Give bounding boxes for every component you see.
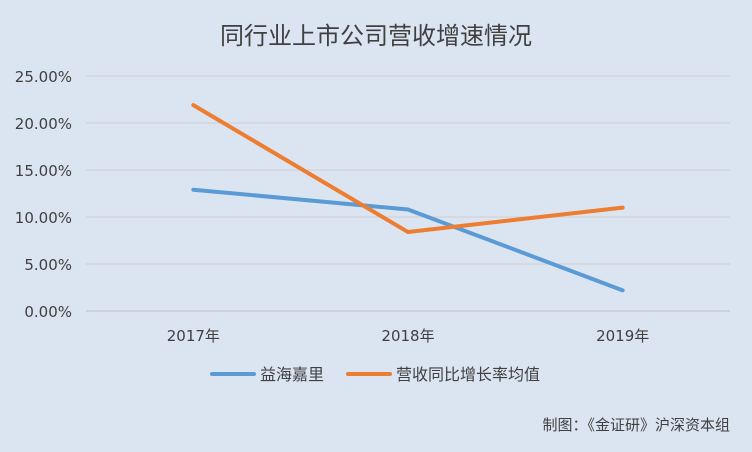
y-tick-label: 0.00% (24, 303, 72, 321)
chart-title: 同行业上市公司营收增速情况 (220, 22, 532, 50)
legend: 益海嘉里 营收同比增长率均值 (210, 365, 540, 384)
x-tick-label: 2017年 (167, 327, 220, 345)
series-line (191, 187, 625, 293)
y-tick-label: 15.00% (15, 162, 72, 180)
x-tick-label: 2019年 (596, 327, 649, 345)
gridlines (86, 75, 730, 312)
legend-label: 营收同比增长率均值 (396, 365, 540, 384)
series-line (191, 103, 625, 235)
x-axis-ticks: 2017年 2018年 2019年 (167, 327, 650, 345)
y-tick-label: 10.00% (15, 209, 72, 227)
legend-label: 益海嘉里 (260, 365, 324, 384)
y-axis-ticks: 0.00% 5.00% 10.00% 15.00% 20.00% 25.00% (15, 68, 72, 321)
y-tick-label: 20.00% (15, 115, 72, 133)
y-tick-label: 25.00% (15, 68, 72, 86)
y-tick-label: 5.00% (24, 256, 72, 274)
source-credit: 制图：《金证研》沪深资本组 (542, 416, 730, 434)
series-lines (191, 103, 625, 293)
x-tick-label: 2018年 (381, 327, 434, 345)
